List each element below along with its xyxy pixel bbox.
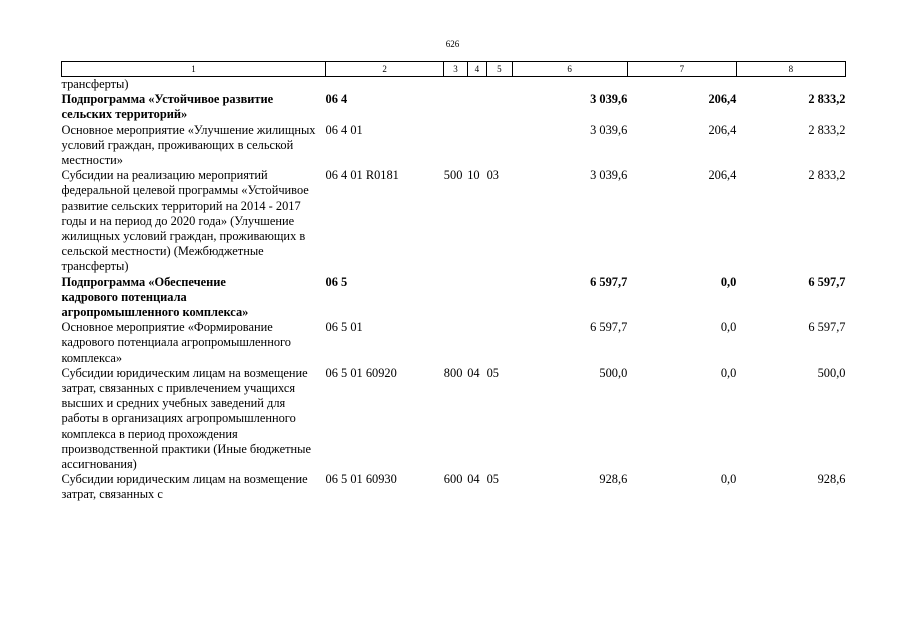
row-vr bbox=[444, 92, 467, 122]
row-sum-3: 2 833,2 bbox=[808, 92, 846, 107]
row-sum-1: 928,6 bbox=[599, 472, 628, 487]
row-pr bbox=[487, 123, 512, 169]
row-rz bbox=[467, 92, 486, 122]
row-name: Субсидии на реализацию мероприятий федер… bbox=[61, 168, 309, 274]
row-vr: 800 bbox=[443, 365, 463, 380]
row-vr bbox=[444, 123, 467, 169]
row-sum-1: 500,0 bbox=[599, 365, 628, 380]
column-number-header: 1 2 3 4 5 6 7 8 bbox=[60, 61, 847, 77]
header-col-2: 2 bbox=[325, 61, 445, 77]
row-sum-2: 0,0 bbox=[720, 472, 737, 487]
header-col-7: 7 bbox=[626, 61, 737, 77]
table-row-subprogram: Подпрограмма «Устойчивое развитие сельски… bbox=[62, 92, 846, 122]
row-name: Основное мероприятие «Улучшение жилищных… bbox=[61, 122, 316, 168]
row-code: 06 4 01 R0181 bbox=[325, 168, 399, 183]
row-sum-1: 3 039,6 bbox=[590, 92, 628, 107]
row-rz bbox=[467, 275, 486, 321]
row-vr: 500 bbox=[443, 168, 463, 183]
row-pr bbox=[487, 320, 512, 366]
row-rz bbox=[467, 320, 486, 366]
table-row-subprogram: Подпрограмма «Обеспечение кадрового потен… bbox=[62, 275, 846, 321]
row-code: 06 5 01 60920 bbox=[325, 365, 397, 380]
row-rz bbox=[467, 77, 486, 93]
row-name: Субсидии юридическим лицам на возмещение… bbox=[61, 365, 311, 472]
row-code: 06 4 bbox=[325, 92, 348, 107]
row-sum-2: 0,0 bbox=[720, 320, 737, 335]
row-sum-2: 206,4 bbox=[708, 122, 737, 137]
row-code: 06 5 01 bbox=[325, 320, 363, 335]
row-pr bbox=[487, 92, 512, 122]
row-sum-2: 206,4 bbox=[708, 92, 737, 107]
row-sum-1: 3 039,6 bbox=[590, 122, 628, 137]
row-code: 06 5 01 60930 bbox=[325, 472, 397, 487]
row-pr bbox=[487, 275, 512, 321]
row-vr bbox=[444, 320, 467, 366]
row-name: Подпрограмма «Устойчивое развитие сельски… bbox=[61, 92, 274, 122]
row-sum-3: 500,0 bbox=[817, 365, 846, 380]
row-rz: 04 bbox=[467, 472, 480, 487]
row-sum-2: 206,4 bbox=[708, 168, 737, 183]
row-vr: 600 bbox=[443, 472, 463, 487]
table-row: трансферты) bbox=[62, 77, 846, 93]
row-rz: 10 bbox=[467, 168, 480, 183]
header-col-5: 5 bbox=[486, 61, 513, 77]
row-pr: 03 bbox=[486, 168, 499, 183]
row-rz bbox=[467, 123, 486, 169]
header-col-8: 8 bbox=[735, 61, 847, 77]
budget-table: 1 2 3 4 5 6 7 8 трансферты) Подпрограмма… bbox=[60, 61, 847, 503]
row-name: Подпрограмма «Обеспечение кадрового потен… bbox=[61, 274, 249, 320]
row-sum-2: 0,0 bbox=[720, 274, 737, 289]
row-sum-3: 6 597,7 bbox=[808, 320, 846, 335]
row-sum-3: 2 833,2 bbox=[808, 168, 846, 183]
row-sum-2 bbox=[627, 77, 736, 93]
header-col-6: 6 bbox=[511, 61, 628, 77]
row-sum-1: 6 597,7 bbox=[590, 320, 628, 335]
table-row: Основное мероприятие «Формирование кадро… bbox=[62, 320, 846, 366]
row-vr bbox=[444, 77, 467, 93]
row-pr bbox=[487, 77, 512, 93]
row-sum-1: 3 039,6 bbox=[590, 168, 628, 183]
row-name: трансферты) bbox=[61, 77, 129, 91]
header-col-4: 4 bbox=[466, 61, 488, 77]
row-name: Субсидии юридическим лицам на возмещение… bbox=[61, 472, 308, 502]
row-sum-3 bbox=[736, 77, 845, 93]
row-sum-2: 0,0 bbox=[720, 365, 737, 380]
row-sum-1: 6 597,7 bbox=[590, 274, 628, 289]
row-code: 06 5 bbox=[325, 274, 348, 289]
table-row: Субсидии юридическим лицам на возмещение… bbox=[62, 366, 846, 472]
row-sum-3: 6 597,7 bbox=[808, 274, 846, 289]
row-sum-3: 2 833,2 bbox=[808, 122, 846, 137]
row-sum-1 bbox=[512, 77, 627, 93]
table-row: Основное мероприятие «Улучшение жилищных… bbox=[62, 123, 846, 169]
row-rz: 04 bbox=[467, 365, 480, 380]
row-sum-3: 928,6 bbox=[817, 472, 846, 487]
table-row: Субсидии на реализацию мероприятий федер… bbox=[62, 168, 846, 274]
table-row: Субсидии юридическим лицам на возмещение… bbox=[62, 472, 846, 502]
row-code bbox=[326, 77, 444, 93]
row-pr: 05 bbox=[486, 472, 499, 487]
row-name: Основное мероприятие «Формирование кадро… bbox=[61, 320, 292, 365]
row-pr: 05 bbox=[486, 365, 499, 380]
header-col-3: 3 bbox=[443, 61, 468, 77]
row-vr bbox=[444, 275, 467, 321]
header-col-1: 1 bbox=[60, 61, 327, 77]
row-code: 06 4 01 bbox=[325, 122, 363, 137]
page-number: 626 bbox=[445, 39, 460, 49]
